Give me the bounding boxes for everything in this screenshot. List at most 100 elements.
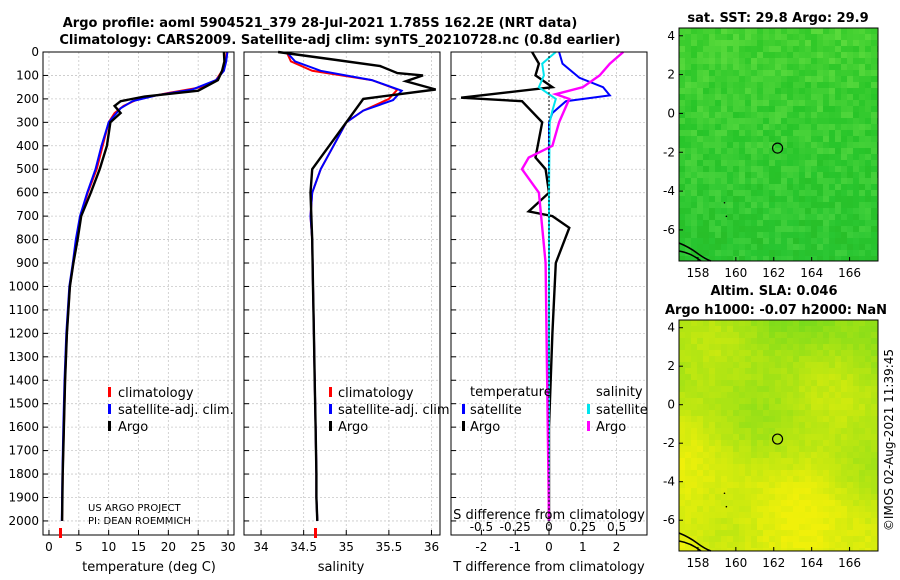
map-cell [793, 166, 799, 172]
map-cell [769, 374, 775, 380]
map-cell [703, 512, 709, 518]
map-cell [847, 46, 853, 52]
map-cell [757, 368, 763, 374]
map-cell [751, 64, 757, 70]
map-cell [811, 488, 817, 494]
map-cell [691, 392, 697, 398]
map-cell [799, 226, 805, 232]
map-cell [793, 410, 799, 416]
map-cell [739, 190, 745, 196]
map-cell [799, 428, 805, 434]
map-cell [865, 52, 871, 58]
map-cell [757, 476, 763, 482]
x-tick-label: 30 [220, 540, 235, 554]
map-cell [823, 326, 829, 332]
map-cell [715, 470, 721, 476]
map-cell [745, 208, 751, 214]
map-cell [703, 458, 709, 464]
map-cell [679, 136, 685, 142]
map-cell [853, 106, 859, 112]
map-cell [859, 380, 865, 386]
sla-map-subtitle: Argo h1000: -0.07 h2000: NaN [665, 303, 887, 318]
map-cell [763, 46, 769, 52]
map-cell [859, 446, 865, 452]
map-cell [841, 34, 847, 40]
y-tick-label: 1200 [8, 326, 39, 340]
map-cell [757, 338, 763, 344]
map-cell [805, 196, 811, 202]
map-cell [745, 362, 751, 368]
map-cell [697, 40, 703, 46]
map-cell [853, 238, 859, 244]
map-cell [817, 416, 823, 422]
map-cell [817, 458, 823, 464]
map-cell [757, 46, 763, 52]
map-cell [763, 88, 769, 94]
map-cell [823, 184, 829, 190]
map-cell [739, 142, 745, 148]
map-cell [733, 536, 739, 542]
map-cell [811, 338, 817, 344]
map-cell [769, 440, 775, 446]
map-cell [691, 332, 697, 338]
map-cell [733, 476, 739, 482]
map-cell [769, 190, 775, 196]
map-cell [829, 488, 835, 494]
map-cell [691, 494, 697, 500]
map-cell [835, 208, 841, 214]
map-cell [805, 40, 811, 46]
map-cell [835, 416, 841, 422]
map-cell [841, 338, 847, 344]
map-cell [721, 362, 727, 368]
map-cell [811, 404, 817, 410]
map-cell [817, 232, 823, 238]
map-cell [841, 76, 847, 82]
map-cell [751, 94, 757, 100]
map-cell [727, 160, 733, 166]
map-cell [841, 244, 847, 250]
map-cell [799, 196, 805, 202]
map-cell [739, 52, 745, 58]
map-cell [739, 440, 745, 446]
map-cell [835, 244, 841, 250]
map-cell [853, 28, 859, 34]
map-cell [829, 142, 835, 148]
map-cell [841, 548, 847, 551]
map-cell [805, 112, 811, 118]
map-cell [727, 452, 733, 458]
map-cell [793, 70, 799, 76]
map-cell [679, 320, 685, 326]
map-cell [829, 452, 835, 458]
map-cell [715, 380, 721, 386]
map-cell [787, 326, 793, 332]
map-cell [769, 458, 775, 464]
map-cell [775, 488, 781, 494]
map-cell [691, 190, 697, 196]
map-cell [781, 148, 787, 154]
map-cell [847, 208, 853, 214]
map-cell [805, 184, 811, 190]
map-cell [793, 244, 799, 250]
map-cell [799, 220, 805, 226]
difference-xlabel: T difference from climatology [452, 560, 645, 575]
map-cell [835, 88, 841, 94]
map-cell [727, 28, 733, 34]
map-cell [823, 440, 829, 446]
map-cell [691, 124, 697, 130]
map-cell [685, 118, 691, 124]
map-cell [715, 518, 721, 524]
map-cell [805, 524, 811, 530]
map-cell [817, 220, 823, 226]
map-cell [805, 452, 811, 458]
map-cell [793, 88, 799, 94]
map-cell [859, 500, 865, 506]
map-cell [853, 512, 859, 518]
map-cell [781, 34, 787, 40]
map-cell [703, 202, 709, 208]
map-cell [697, 380, 703, 386]
map-cell [835, 136, 841, 142]
map-cell [733, 106, 739, 112]
map-cell [721, 464, 727, 470]
map-cell [715, 350, 721, 356]
map-cell [835, 184, 841, 190]
